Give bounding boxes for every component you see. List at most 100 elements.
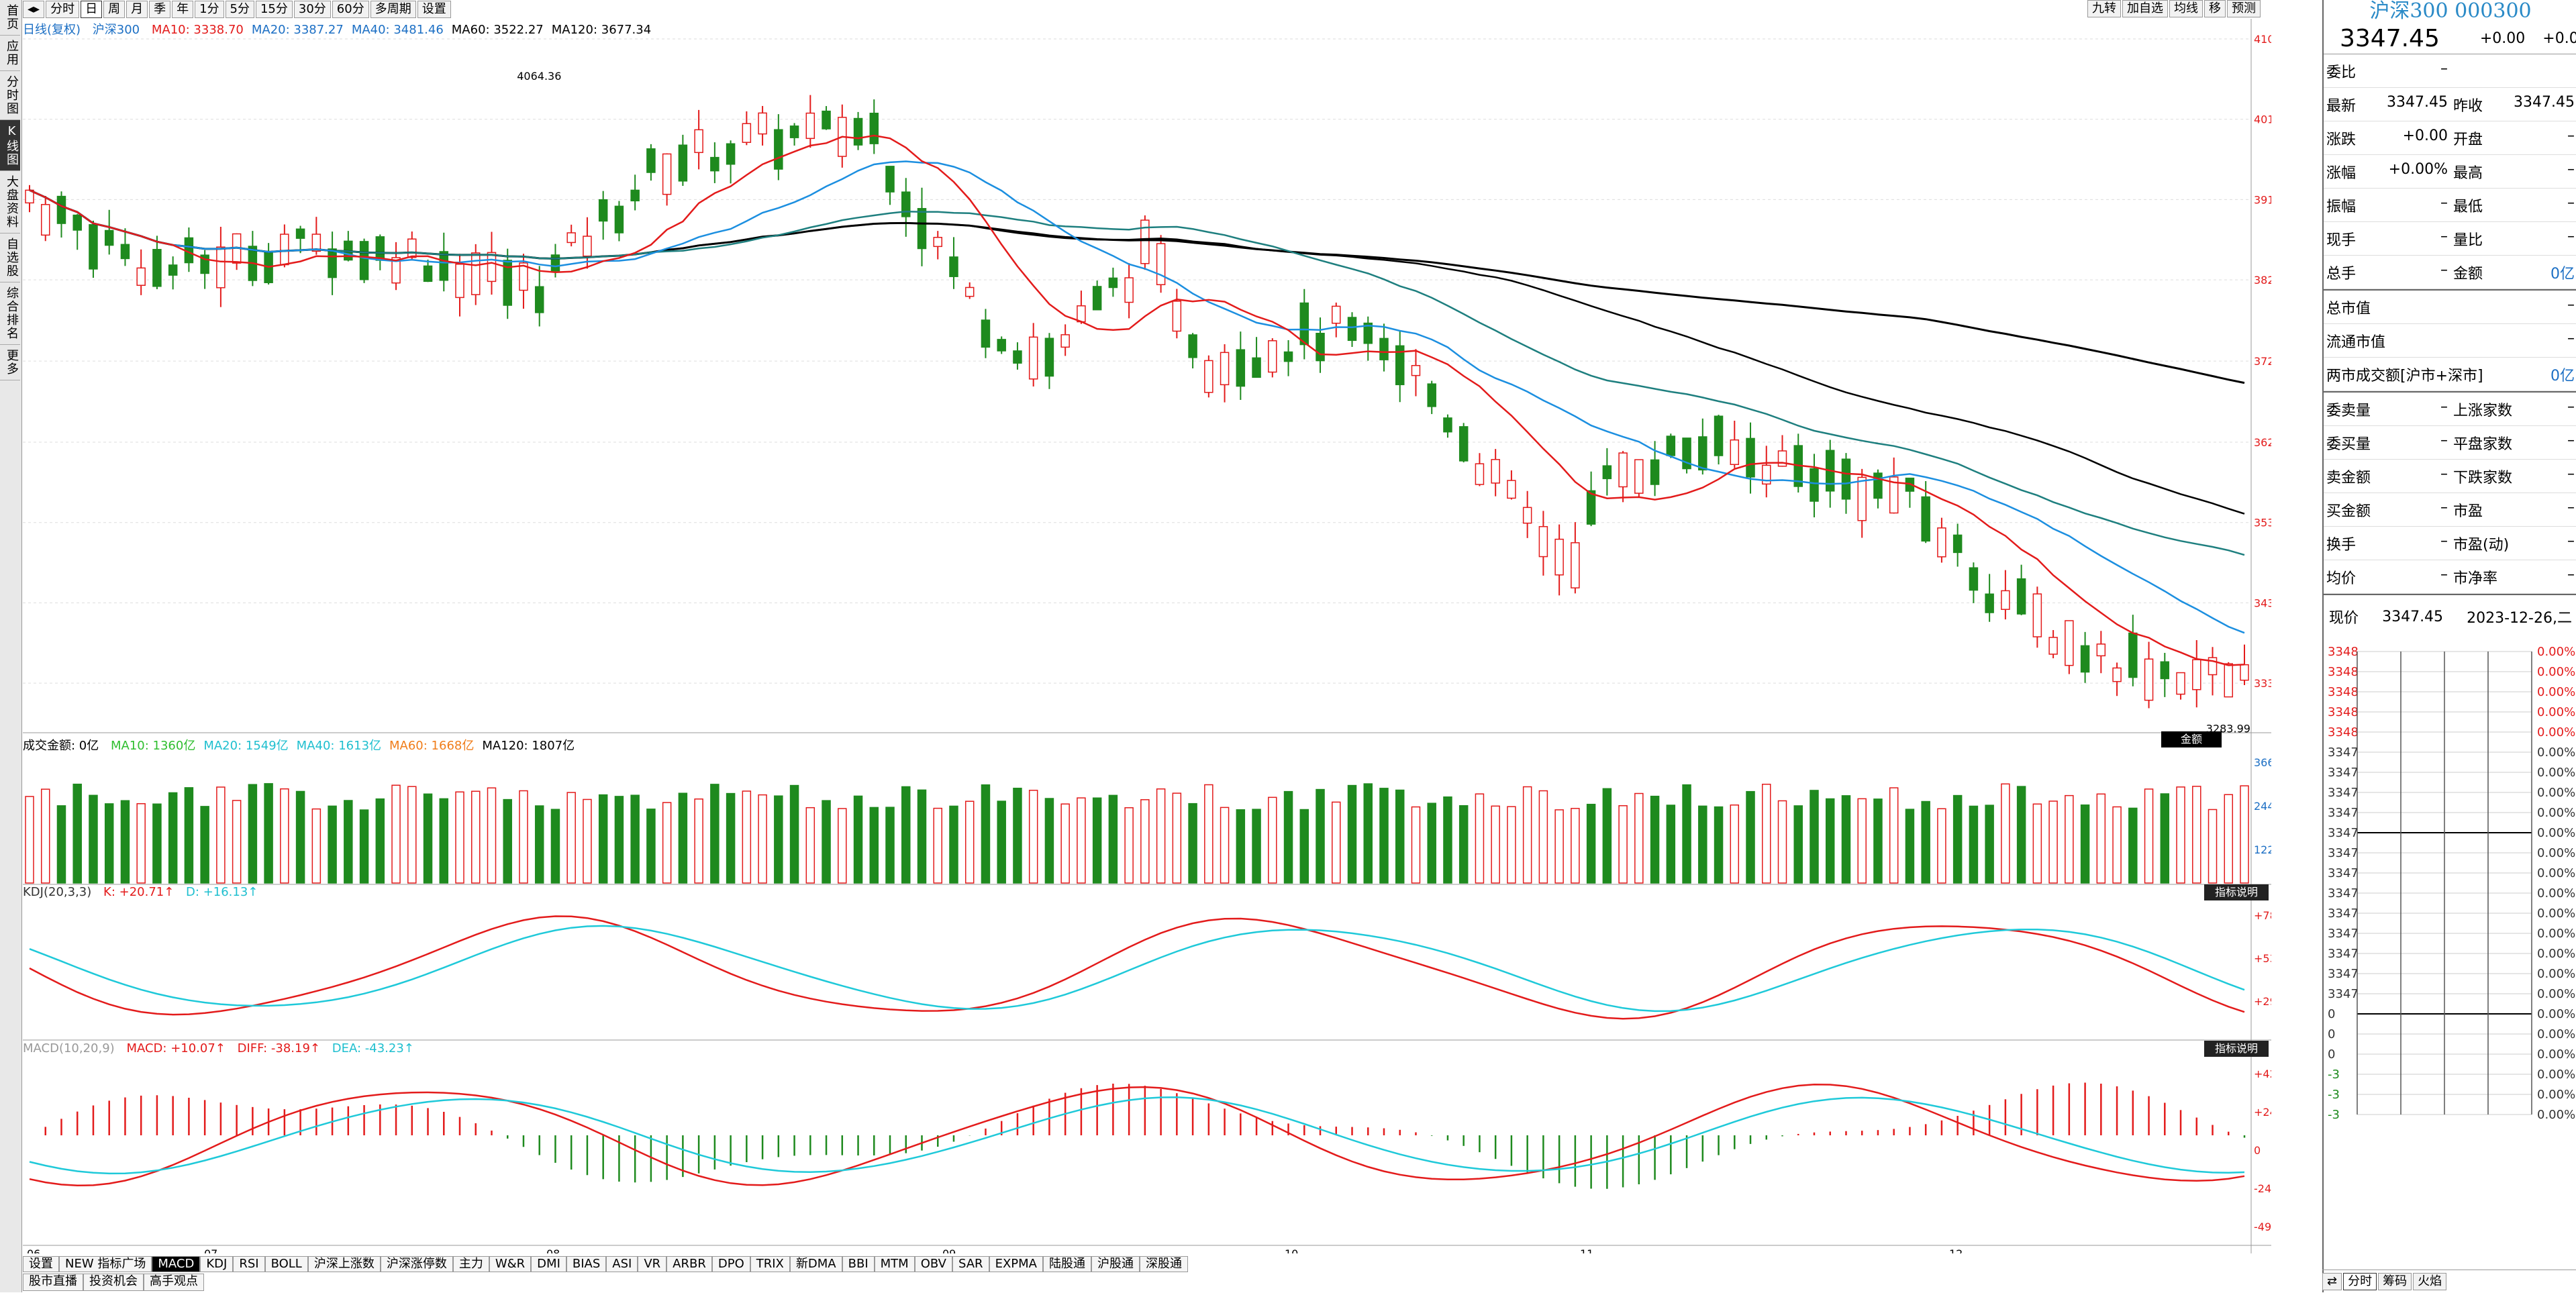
sidebar-item-2[interactable]: 分时图	[0, 71, 20, 120]
indicator-tab-16[interactable]: TRIX	[750, 1256, 790, 1272]
quote-cell: 两市成交额[沪市+深市] 0亿	[2324, 364, 2576, 385]
indicator-tab-4[interactable]: RSI	[233, 1256, 265, 1272]
volume-bar	[710, 784, 720, 884]
indicator-tab-3[interactable]: KDJ	[200, 1256, 234, 1272]
volume-bar	[1077, 797, 1086, 884]
volume-type-button[interactable]: 金额	[2161, 731, 2222, 747]
volume-bar	[1028, 790, 1038, 884]
volume-bar	[1108, 794, 1118, 884]
candle-body	[2065, 620, 2074, 666]
tool-button-4[interactable]: 预测	[2227, 0, 2261, 17]
period-button-3[interactable]: 月	[126, 1, 148, 18]
candle-body	[694, 129, 703, 154]
sidebar-item-1[interactable]: 应用	[0, 36, 20, 71]
sidebar-item-4[interactable]: 大盘资料	[0, 171, 20, 234]
quote-value: –	[2567, 127, 2575, 144]
indicator-tab-25[interactable]: 深股通	[1139, 1256, 1188, 1272]
indicator-tab-9[interactable]: W&R	[489, 1256, 532, 1272]
tool-button-3[interactable]: 移	[2204, 0, 2226, 17]
tick-grid[interactable]: 3348 0.00% 3348 0.00% 3348 0.00% 3348 0.00% 3348…	[2324, 638, 2576, 1128]
period-button-6[interactable]: 1分	[195, 1, 224, 18]
kdj-legend: KDJ(20,3,3) K: +20.71↑ D: +16.13↑	[23, 885, 266, 899]
candle-body	[805, 112, 815, 140]
indicator-tab-19[interactable]: MTM	[874, 1256, 915, 1272]
indicator-tab-13[interactable]: VR	[638, 1256, 667, 1272]
candle-body	[662, 153, 672, 195]
sidebar-item-6[interactable]: 综合排名	[0, 282, 20, 345]
quote-row: 总市值 –	[2324, 291, 2576, 324]
info-tab-1[interactable]: 投资机会	[83, 1274, 144, 1291]
period-button-0[interactable]: 分时	[46, 1, 80, 18]
panel-tab-0[interactable]: 分时	[2343, 1273, 2377, 1290]
volume-tick-label: 3665	[2254, 756, 2271, 769]
panel-tab-1[interactable]: 筹码	[2378, 1273, 2412, 1290]
panel-tab-2[interactable]: 火焰	[2413, 1273, 2447, 1290]
indicator-tab-2[interactable]: MACD	[152, 1256, 201, 1272]
tool-button-0[interactable]: 九转	[2087, 0, 2121, 17]
kdj-help-button[interactable]: 指标说明	[2204, 884, 2269, 900]
indicator-tab-15[interactable]: DPO	[711, 1256, 750, 1272]
indicator-tab-23[interactable]: 陆股通	[1042, 1256, 1091, 1272]
period-button-7[interactable]: 5分	[225, 1, 254, 18]
indicator-tab-1[interactable]: NEW 指标广场	[59, 1256, 152, 1272]
sidebar-item-0[interactable]: 首页	[0, 0, 20, 36]
info-tab-0[interactable]: 股市直播	[23, 1274, 83, 1291]
info-tab-2[interactable]: 高手观点	[144, 1274, 204, 1291]
quote-label: 最低	[2453, 198, 2483, 215]
candle-body	[2176, 672, 2185, 695]
period-button-1[interactable]: 日	[81, 1, 103, 18]
tool-button-1[interactable]: 加自选	[2122, 0, 2168, 17]
candle-body	[2112, 667, 2122, 682]
candle-body	[742, 123, 752, 143]
volume-bar	[550, 809, 560, 884]
candle-body	[1204, 360, 1213, 393]
indicator-tab-20[interactable]: OBV	[914, 1256, 952, 1272]
period-button-8[interactable]: 15分	[255, 1, 293, 18]
candle-body	[487, 252, 497, 282]
nav-arrows-button[interactable]: ◂▸	[23, 1, 45, 18]
sidebar-item-7[interactable]: 更多	[0, 345, 20, 380]
quote-row: 现手 – 量比 –	[2324, 222, 2576, 256]
sidebar-item-5[interactable]: 自选股	[0, 234, 20, 282]
ma-legend-item: MA20: 3387.27	[251, 23, 344, 37]
period-button-12[interactable]: 设置	[417, 1, 451, 18]
candle-body	[1586, 490, 1596, 525]
tool-button-2[interactable]: 均线	[2169, 0, 2203, 17]
period-button-2[interactable]: 周	[103, 1, 126, 18]
period-button-10[interactable]: 60分	[332, 1, 369, 18]
volume-bar	[1905, 809, 1915, 884]
candle-body	[1411, 365, 1421, 376]
indicator-tab-10[interactable]: DMI	[531, 1256, 566, 1272]
panel-toggle-button[interactable]: ⇄	[2322, 1273, 2342, 1290]
macd-help-button[interactable]: 指标说明	[2204, 1041, 2269, 1057]
candle-body	[503, 260, 512, 306]
sidebar-item-3[interactable]: K线图	[0, 120, 20, 171]
indicator-tab-0[interactable]: 设置	[23, 1256, 59, 1272]
indicator-tab-11[interactable]: BIAS	[566, 1256, 607, 1272]
indicator-tab-24[interactable]: 沪股通	[1091, 1256, 1140, 1272]
indicator-tab-12[interactable]: ASI	[606, 1256, 638, 1272]
period-button-4[interactable]: 季	[149, 1, 171, 18]
indicator-tab-5[interactable]: BOLL	[264, 1256, 308, 1272]
indicator-tab-7[interactable]: 沪深涨停数	[380, 1256, 453, 1272]
indicator-tab-18[interactable]: BBI	[842, 1256, 875, 1272]
indicator-tab-14[interactable]: ARBR	[666, 1256, 712, 1272]
volume-bar	[2048, 800, 2058, 884]
indicator-tab-6[interactable]: 沪深上涨数	[307, 1256, 381, 1272]
indicator-tab-22[interactable]: EXPMA	[989, 1256, 1043, 1272]
indicator-tab-21[interactable]: SAR	[952, 1256, 989, 1272]
indicator-tab-8[interactable]: 主力	[452, 1256, 489, 1272]
period-button-11[interactable]: 多周期	[370, 1, 416, 18]
month-label: 12	[1949, 1247, 1963, 1253]
period-button-9[interactable]: 30分	[293, 1, 331, 18]
quote-label: 涨跌	[2326, 131, 2357, 148]
volume-bar	[1172, 792, 1182, 884]
quote-price-row: 3347.45 +0.00 +0.00%	[2324, 23, 2576, 54]
indicator-tab-17[interactable]: 新DMA	[789, 1256, 842, 1272]
volume-bar	[1762, 784, 1771, 884]
candle-body	[1299, 302, 1309, 346]
volume-bar	[2032, 803, 2042, 884]
period-button-5[interactable]: 年	[172, 1, 194, 18]
